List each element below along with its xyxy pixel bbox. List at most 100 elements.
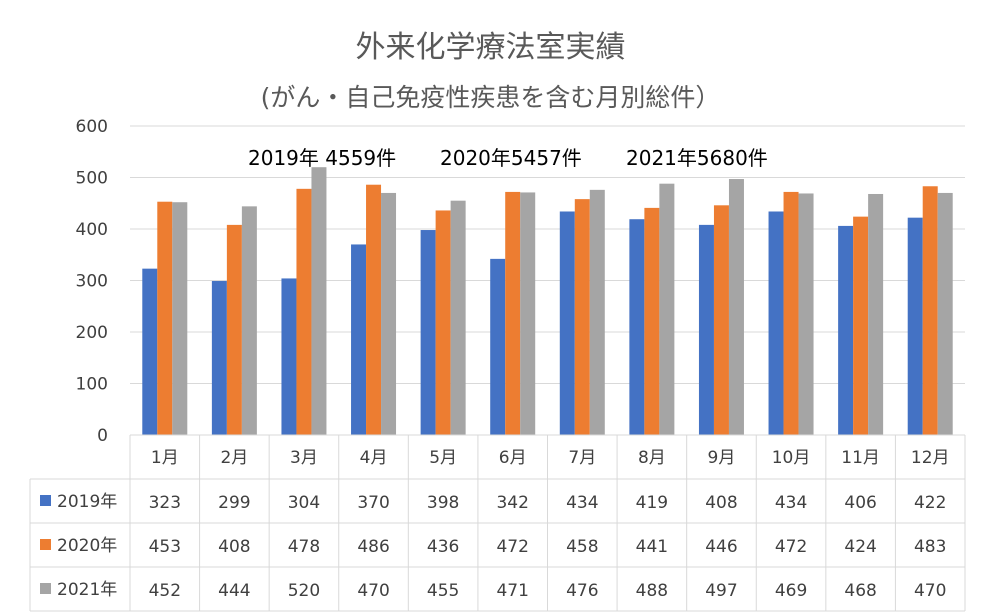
data-label: 434 — [775, 493, 807, 513]
legend-swatch-1 — [40, 495, 51, 506]
legend-swatch-3 — [40, 583, 51, 594]
y-tick-label: 600 — [76, 117, 108, 137]
bar-1-10 — [768, 211, 784, 435]
bar-3-6 — [520, 192, 536, 435]
data-label: 471 — [496, 581, 528, 601]
category-label: 12月 — [911, 448, 950, 468]
data-label: 408 — [218, 537, 250, 557]
category-label: 10月 — [772, 448, 811, 468]
y-tick-label: 100 — [76, 375, 108, 395]
y-tick-label: 500 — [76, 169, 108, 189]
annotation-total-2: 2020年5457件 — [440, 146, 582, 170]
category-label: 9月 — [708, 448, 736, 468]
data-label: 424 — [844, 537, 876, 557]
bar-2-1 — [157, 201, 173, 435]
bar-1-8 — [629, 219, 645, 435]
category-label: 7月 — [568, 448, 596, 468]
bar-3-7 — [589, 189, 605, 435]
data-label: 419 — [636, 493, 668, 513]
category-label: 8月 — [638, 448, 666, 468]
category-label: 4月 — [360, 448, 388, 468]
data-label: 422 — [914, 493, 946, 513]
bar-3-12 — [937, 192, 953, 435]
category-label: 11月 — [841, 448, 880, 468]
bar-1-4 — [351, 244, 367, 435]
annotation-total-1: 2019年 4559件 — [248, 146, 396, 170]
category-label: 1月 — [151, 448, 179, 468]
legend-label: 2021年 — [57, 580, 117, 600]
data-label: 304 — [288, 493, 320, 513]
bar-3-10 — [798, 193, 814, 435]
bar-1-3 — [281, 278, 297, 435]
data-label: 488 — [636, 581, 668, 601]
data-label: 436 — [427, 537, 459, 557]
data-label: 408 — [705, 493, 737, 513]
data-label: 455 — [427, 581, 459, 601]
data-label: 497 — [705, 581, 737, 601]
y-tick-label: 400 — [76, 220, 108, 240]
chart-subtitle: (がん・自己免疫性疾患を含む月別総件） — [260, 83, 721, 112]
y-tick-label: 200 — [76, 323, 108, 343]
category-label: 5月 — [429, 448, 457, 468]
bar-3-8 — [659, 183, 675, 435]
data-label: 299 — [218, 493, 250, 513]
bar-2-5 — [435, 210, 451, 435]
data-label: 458 — [566, 537, 598, 557]
bar-3-5 — [450, 200, 466, 435]
data-label: 342 — [496, 493, 528, 513]
bar-3-9 — [728, 179, 744, 435]
data-label: 441 — [636, 537, 668, 557]
data-label: 323 — [149, 493, 181, 513]
bar-3-4 — [381, 192, 397, 435]
bar-1-12 — [907, 217, 923, 435]
y-tick-label: 0 — [97, 426, 108, 446]
data-label: 398 — [427, 493, 459, 513]
bar-2-6 — [505, 191, 521, 435]
y-tick-label: 300 — [76, 272, 108, 292]
bar-1-9 — [698, 224, 714, 435]
legend-label: 2020年 — [57, 536, 117, 556]
bar-1-2 — [211, 281, 227, 435]
bar-2-7 — [574, 199, 590, 435]
data-label: 472 — [775, 537, 807, 557]
chart-title: 外来化学療法室実績 — [355, 30, 626, 65]
data-label: 470 — [914, 581, 946, 601]
category-label: 2月 — [220, 448, 248, 468]
data-label: 476 — [566, 581, 598, 601]
bar-2-9 — [713, 205, 729, 435]
data-label: 472 — [496, 537, 528, 557]
bar-2-10 — [783, 191, 799, 435]
bar-2-2 — [226, 224, 242, 435]
bar-3-11 — [868, 193, 884, 435]
data-label: 444 — [218, 581, 250, 601]
bar-1-6 — [490, 258, 506, 435]
data-label: 470 — [357, 581, 389, 601]
bar-1-1 — [142, 268, 158, 435]
bar-2-4 — [366, 184, 382, 435]
data-label: 453 — [149, 537, 181, 557]
bar-1-5 — [420, 230, 436, 435]
data-label: 370 — [357, 493, 389, 513]
bar-2-11 — [853, 216, 869, 435]
legend-label: 2019年 — [57, 492, 117, 512]
bar-2-3 — [296, 188, 312, 435]
data-label: 520 — [288, 581, 320, 601]
data-label: 446 — [705, 537, 737, 557]
annotation-total-3: 2021年5680件 — [626, 146, 768, 170]
data-label: 452 — [149, 581, 181, 601]
bar-2-8 — [644, 207, 660, 435]
data-label: 478 — [288, 537, 320, 557]
bar-3-2 — [241, 206, 257, 435]
bar-3-1 — [172, 202, 188, 435]
bar-3-3 — [311, 167, 327, 435]
data-label: 486 — [357, 537, 389, 557]
category-label: 3月 — [290, 448, 318, 468]
bar-2-12 — [922, 186, 938, 435]
legend-swatch-2 — [40, 539, 51, 550]
bar-1-11 — [838, 225, 854, 435]
data-label: 406 — [844, 493, 876, 513]
data-label: 468 — [844, 581, 876, 601]
data-label: 469 — [775, 581, 807, 601]
category-label: 6月 — [499, 448, 527, 468]
